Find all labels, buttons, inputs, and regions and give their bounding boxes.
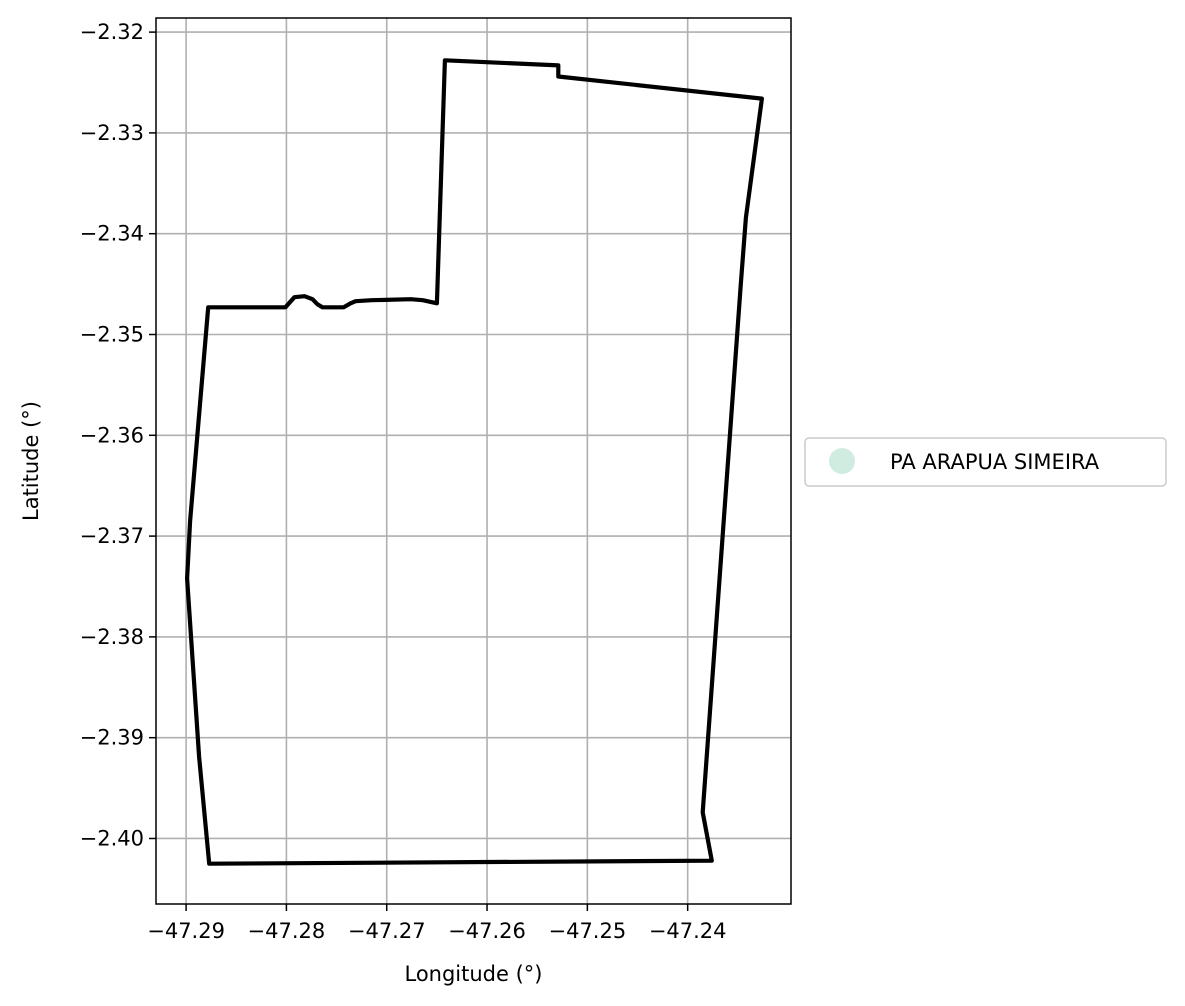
y-tick-label: −2.33 [80,121,144,145]
y-tick-label: −2.37 [80,524,144,548]
x-tick-label: −47.27 [348,919,426,943]
x-axis-label: Longitude (°) [404,962,542,986]
legend: PA ARAPUA SIMEIRA [804,437,1167,487]
x-tick-label: −47.28 [248,919,326,943]
x-tick-label: −47.25 [548,919,626,943]
y-tick-label: −2.32 [80,20,144,44]
x-tick-label: −47.29 [147,919,225,943]
y-tick-label: −2.35 [80,323,144,347]
y-tick-label: −2.34 [80,222,144,246]
y-tick-label: −2.40 [80,826,144,850]
x-tick-label: −47.24 [649,919,727,943]
grid [156,18,791,904]
plot-frame [155,17,792,905]
y-tick-label: −2.36 [80,423,144,447]
boundary-polygon [185,58,764,866]
y-tick-label: −2.39 [80,726,144,750]
legend-box [804,437,1167,487]
y-axis-label: Latitude (°) [19,401,43,521]
legend-label: PA ARAPUA SIMEIRA [890,450,1100,474]
y-tick-label: −2.38 [80,625,144,649]
x-tick-label: −47.26 [448,919,526,943]
legend-marker-icon [829,448,855,474]
ticks: −47.29 −47.28 −47.27 −47.26 −47.25 −47.24 −2.3… [80,20,727,943]
